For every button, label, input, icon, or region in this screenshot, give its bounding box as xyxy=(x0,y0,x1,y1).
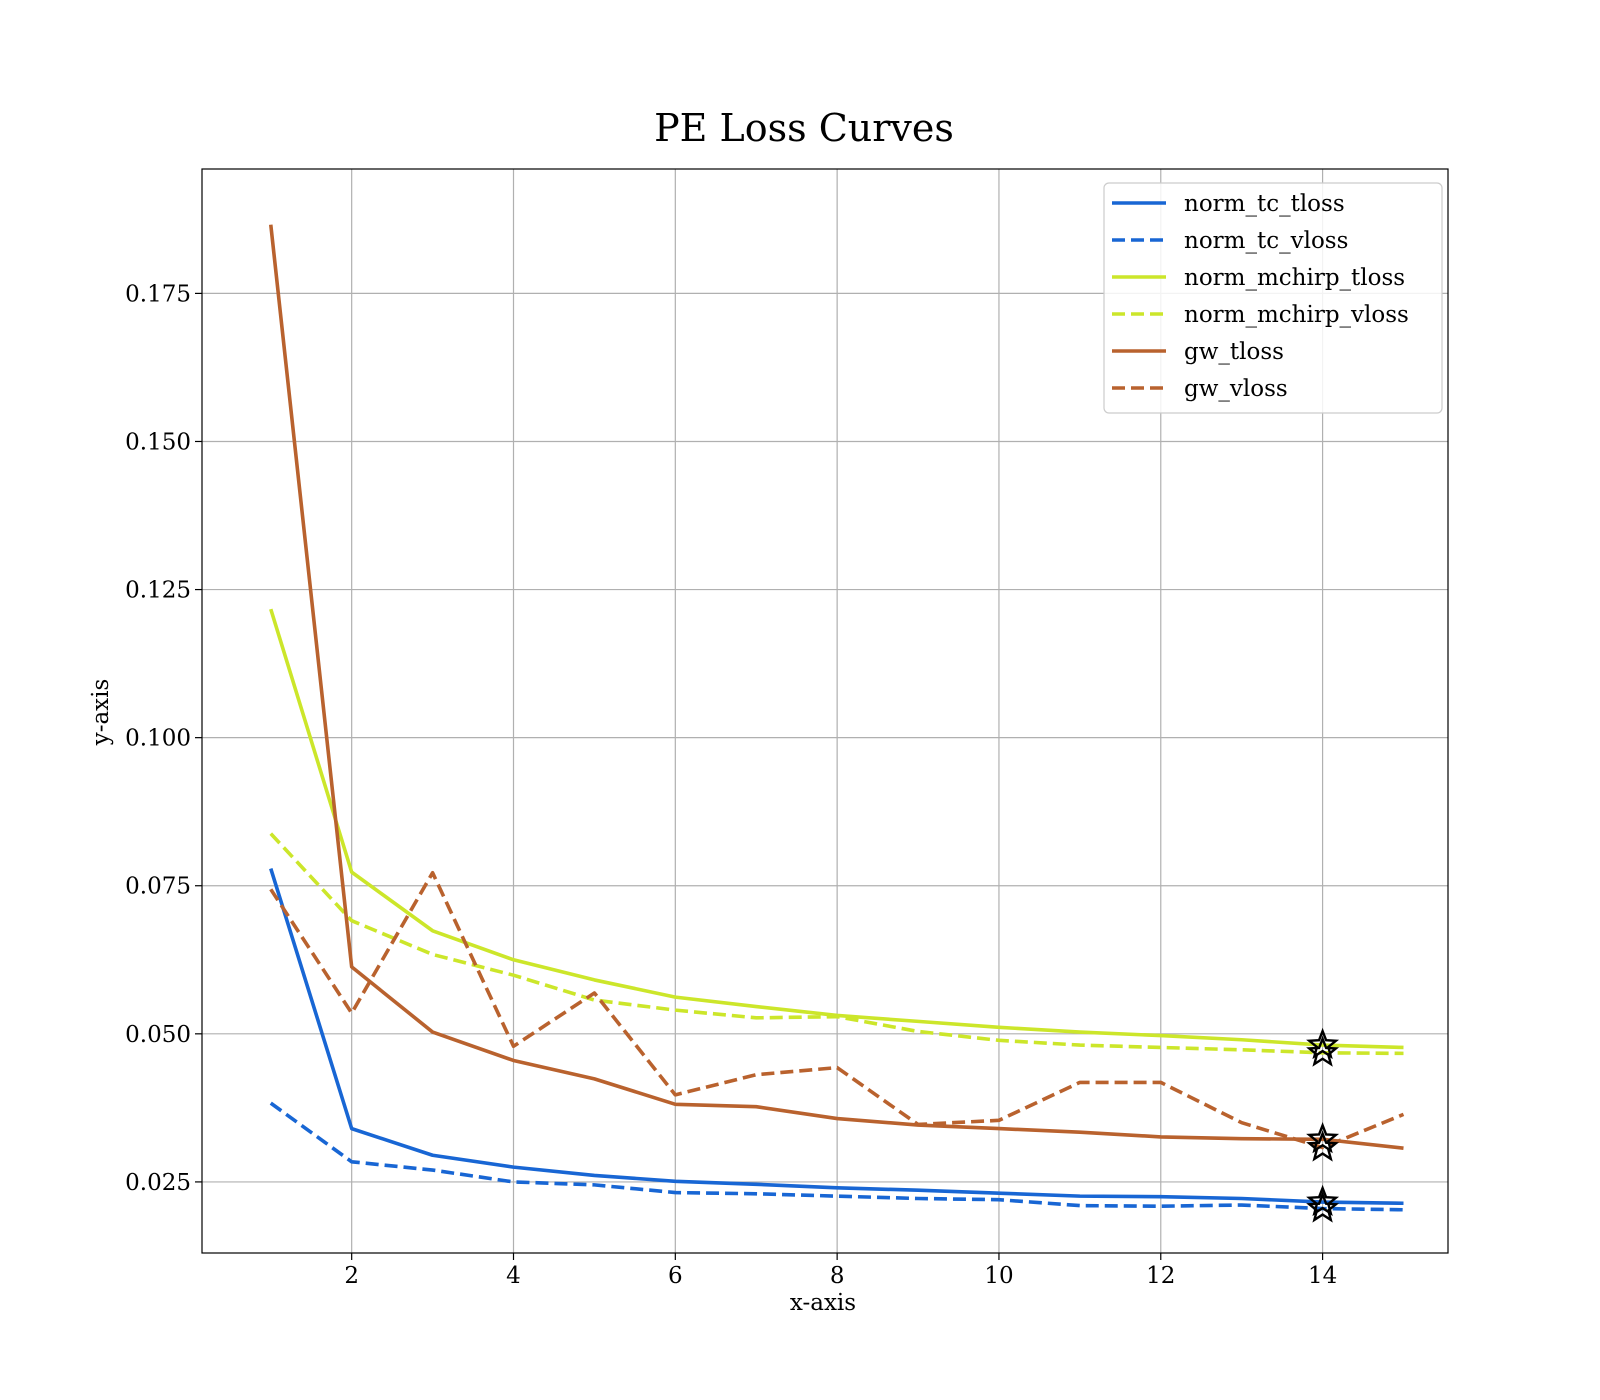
y-tick-label: 0.050 xyxy=(125,1022,191,1048)
x-tick-label: 4 xyxy=(506,1263,521,1289)
y-tick-label: 0.175 xyxy=(125,281,191,307)
x-tick-label: 12 xyxy=(1146,1263,1175,1289)
x-tick-label: 10 xyxy=(984,1263,1013,1289)
legend-label: norm_tc_vloss xyxy=(1184,228,1348,254)
legend-box xyxy=(1103,182,1443,414)
best-epoch-markers xyxy=(1306,1027,1340,1223)
legend-label: norm_mchirp_vloss xyxy=(1184,302,1409,328)
y-tick-label: 0.100 xyxy=(125,726,191,752)
series-line-norm_mchirp_vloss xyxy=(269,832,1404,1056)
star-marker xyxy=(1306,1121,1340,1154)
legend: norm_tc_tloss norm_tc_vloss norm_mchirp_tl… xyxy=(1103,182,1443,414)
star-marker xyxy=(1306,1191,1340,1223)
y-tick-label: 0.125 xyxy=(125,578,191,604)
legend-label: norm_tc_tloss xyxy=(1184,191,1345,217)
star-marker xyxy=(1306,1184,1340,1217)
x-tick-label: 6 xyxy=(668,1263,683,1289)
legend-label: gw_vloss xyxy=(1184,376,1288,402)
legend-label: gw_tloss xyxy=(1184,339,1284,365)
y-axis-label: y-axis xyxy=(88,679,114,747)
star-marker xyxy=(1306,1035,1340,1067)
x-tick-label: 2 xyxy=(344,1263,359,1289)
x-axis-label: x-axis xyxy=(790,1290,856,1316)
axis-ticks: 2 4 6 8 10 12 14 0.025 0.050 0.075 0.100 0.125 0.150… xyxy=(125,281,1337,1289)
series-line-gw_tloss xyxy=(268,224,1404,1150)
series-line-gw_vloss xyxy=(269,870,1405,1150)
chart-title: PE Loss Curves xyxy=(654,106,954,150)
series-line-norm_tc_tloss xyxy=(269,868,1404,1206)
y-tick-label: 0.075 xyxy=(125,874,191,900)
legend-label: norm_mchirp_tloss xyxy=(1184,265,1405,291)
plot-frame xyxy=(201,168,1449,1254)
y-tick-label: 0.025 xyxy=(125,1170,191,1196)
series-lines xyxy=(268,224,1405,1212)
y-tick-label: 0.150 xyxy=(125,429,191,455)
x-tick-label: 8 xyxy=(830,1263,845,1289)
star-marker xyxy=(1306,1130,1340,1162)
x-tick-label: 14 xyxy=(1308,1263,1337,1289)
star-marker xyxy=(1306,1027,1340,1060)
